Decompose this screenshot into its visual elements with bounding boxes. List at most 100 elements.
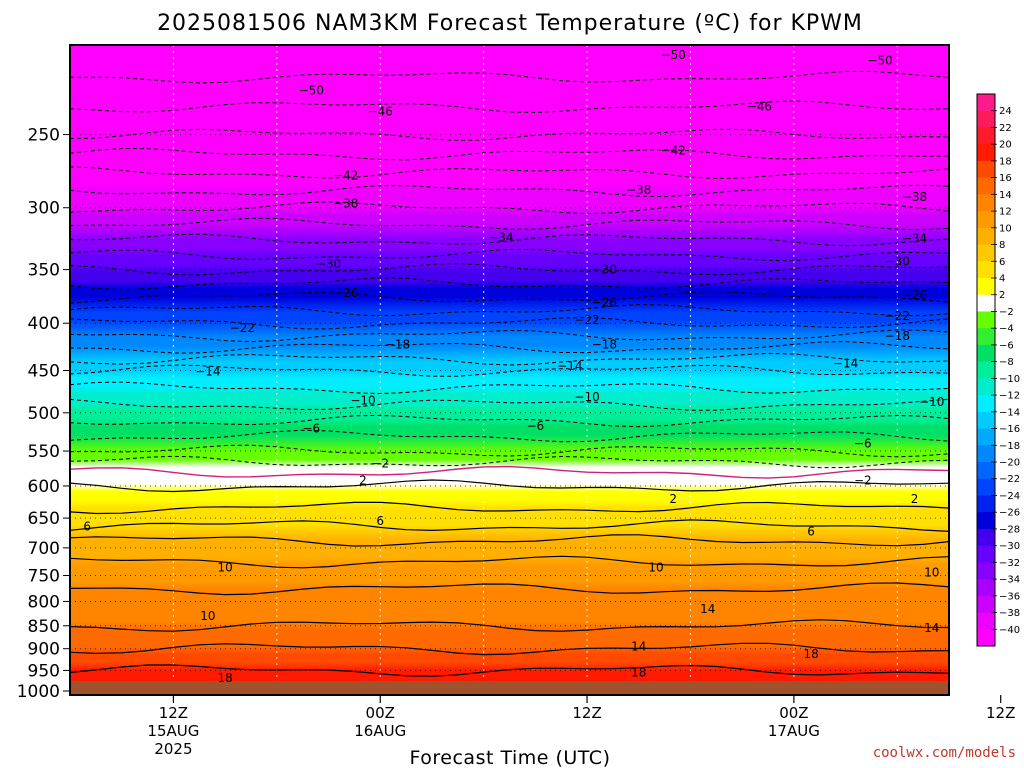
contour-value-label: −30 — [316, 257, 341, 271]
ground-surface — [70, 681, 949, 695]
colorbar-swatch — [977, 445, 995, 463]
colorbar-swatch — [977, 194, 995, 212]
contour-value-label: −26 — [592, 296, 617, 310]
contour-value-label: −50 — [299, 83, 324, 97]
colorbar-level-label: 10 — [999, 223, 1012, 234]
colorbar-level-label: −32 — [999, 558, 1020, 569]
contour-value-label: −10 — [919, 395, 944, 409]
isotherm-line — [70, 501, 949, 515]
pressure-tick-label: 250 — [28, 126, 60, 146]
contour-value-label: 18 — [631, 666, 646, 680]
isotherm-line — [70, 642, 949, 656]
credit-text: coolwx.com/models — [873, 745, 1016, 761]
contour-value-label: 2 — [911, 492, 919, 506]
colorbar-swatch — [977, 177, 995, 195]
colorbar-swatch — [977, 144, 995, 162]
colorbar-level-label: −6 — [999, 340, 1014, 351]
isotherm-line — [70, 664, 949, 677]
contour-value-label: −46 — [368, 104, 393, 118]
colorbar-swatch — [977, 278, 995, 296]
contour-value-label: 2 — [669, 492, 677, 506]
temperature-fill — [70, 45, 949, 695]
contour-value-label: −14 — [557, 359, 582, 373]
contour-value-label: 10 — [200, 609, 215, 623]
colorbar-level-label: −12 — [999, 391, 1020, 402]
pressure-tick-label: 300 — [28, 199, 60, 219]
isotherm-line — [70, 479, 949, 493]
contour-value-label: −42 — [333, 169, 358, 183]
colorbar-level-label: 18 — [999, 156, 1012, 167]
colorbar-level-label: −14 — [999, 407, 1020, 418]
colorbar-swatch — [977, 127, 995, 145]
colorbar-frame — [976, 93, 996, 647]
contour-value-label: −6 — [527, 419, 545, 433]
colorbar-swatch — [977, 395, 995, 413]
colorbar-swatch — [977, 261, 995, 279]
colorbar-swatch — [977, 612, 995, 630]
colorbar-level-label: −20 — [999, 458, 1020, 469]
contour-value-label: 14 — [700, 602, 715, 616]
contour-value-label: −22 — [885, 309, 910, 323]
colorbar-swatch — [977, 562, 995, 580]
colorbar-swatch — [977, 579, 995, 597]
contour-value-label: 14 — [924, 621, 939, 635]
colorbar-swatch — [977, 595, 995, 614]
contour-value-label: 10 — [217, 560, 232, 574]
contour-value-label: −10 — [574, 390, 599, 404]
contour-value-label: −18 — [592, 338, 617, 352]
x-axis-label: Forecast Time (UTC) — [410, 747, 611, 768]
contour-value-label: 10 — [924, 565, 939, 579]
isotherm-line — [70, 534, 949, 547]
colorbar-level-label: −36 — [999, 591, 1020, 602]
colorbar-swatch — [977, 378, 995, 396]
contour-value-label: −30 — [885, 255, 910, 269]
contour-value-label: −34 — [902, 232, 927, 246]
contour-value-label: −6 — [302, 422, 320, 436]
colorbar-level-label: −18 — [999, 441, 1020, 452]
contour-value-label: −10 — [350, 394, 375, 408]
colorbar-swatch — [977, 94, 995, 112]
contour-value-label: −18 — [885, 329, 910, 343]
colorbar-swatch — [977, 110, 995, 128]
colorbar-swatch — [977, 629, 995, 647]
time-tick-label: 00Z — [779, 704, 808, 722]
time-tick-label: 2025 — [154, 740, 192, 758]
isotherm-line — [70, 519, 949, 532]
colorbar-level-label: −22 — [999, 474, 1020, 485]
contour-value-label: −14 — [833, 356, 858, 370]
contour-labels: −50 −50 −50 −46 −46 −42 −42 −38 −38 −38 −34 −34 −30 −… — [83, 48, 944, 685]
contour-value-label: 18 — [217, 671, 232, 685]
colorbar-level-label: 12 — [999, 207, 1012, 218]
colorbar-swatch — [977, 428, 995, 446]
plot-area — [70, 45, 949, 695]
contour-value-label: 6 — [807, 524, 815, 538]
colorbar-level-label: −24 — [999, 491, 1020, 502]
pressure-tick-label: 1000 — [17, 682, 60, 702]
colorbar-swatch — [977, 227, 995, 246]
contour-value-label: −26 — [902, 288, 927, 302]
contour-value-label: −26 — [333, 286, 358, 300]
isotherm-line — [70, 555, 949, 569]
colorbar-swatch — [977, 344, 995, 363]
time-tick-label: 17AUG — [768, 722, 820, 740]
colorbar-swatch — [977, 495, 995, 513]
contour-value-label: 6 — [376, 514, 384, 528]
time-tick-label: 12Z — [986, 704, 1015, 722]
contour-value-label: −22 — [574, 313, 599, 327]
colorbar-swatch — [977, 478, 995, 496]
contour-value-label: 10 — [648, 560, 663, 574]
contour-value-label: 14 — [631, 639, 646, 653]
contour-value-label: −46 — [747, 99, 772, 113]
colorbar-legend: 24 22 20 18 16 14 12 10 8 6 4 2 −2 −4 −6 −8 −10 −12 −14 −16… — [976, 93, 1020, 647]
colorbar-swatch — [977, 244, 995, 262]
colorbar-level-label: 14 — [999, 190, 1012, 201]
contour-value-label: −34 — [488, 230, 513, 244]
colorbar-swatch — [977, 211, 995, 229]
isotherm-line — [70, 619, 949, 632]
time-tick-label: 12Z — [159, 704, 188, 722]
pressure-tick-label: 750 — [28, 567, 60, 587]
colorbar-level-label: −26 — [999, 508, 1020, 519]
time-tick-label: 15AUG — [147, 722, 199, 740]
contour-value-label: −38 — [902, 190, 927, 204]
isotherm-contours — [70, 70, 949, 677]
